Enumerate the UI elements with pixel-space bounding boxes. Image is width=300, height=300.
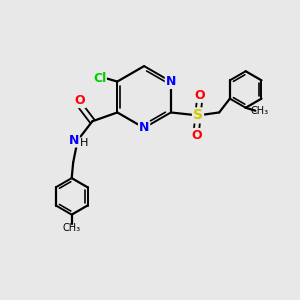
Text: O: O — [194, 89, 205, 102]
Text: CH₃: CH₃ — [251, 106, 269, 116]
Text: O: O — [191, 129, 202, 142]
Text: N: N — [69, 134, 79, 147]
Text: S: S — [193, 108, 203, 122]
Text: O: O — [75, 94, 85, 107]
Text: H: H — [80, 138, 88, 148]
Text: Cl: Cl — [93, 72, 106, 85]
Text: N: N — [166, 75, 176, 88]
Text: N: N — [139, 122, 149, 134]
Text: CH₃: CH₃ — [63, 223, 81, 233]
